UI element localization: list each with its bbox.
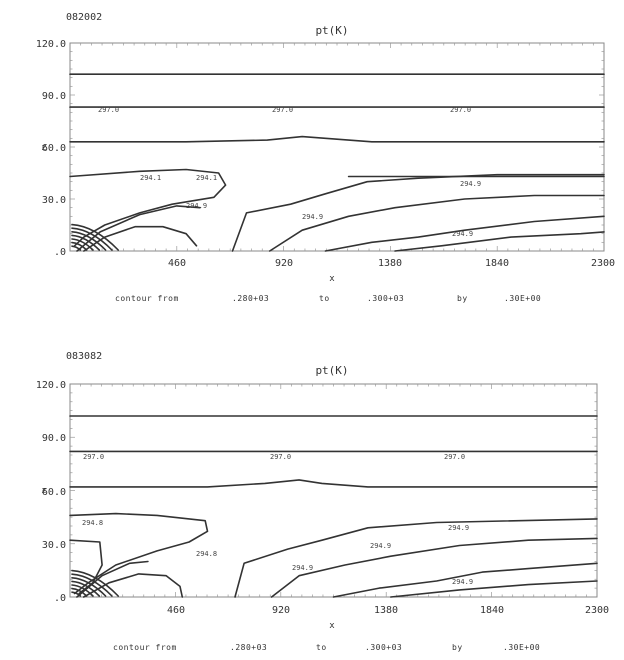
contour-line bbox=[234, 518, 598, 598]
contour-label: 297.0 bbox=[444, 453, 465, 461]
contour-lines bbox=[69, 73, 605, 252]
contour-line bbox=[71, 591, 82, 597]
contour-line bbox=[71, 241, 88, 251]
contour-panel-top: 082002 pt(K) .0 30.0 60.0 90.0 120.0 z 4… bbox=[36, 12, 615, 303]
footer-from-label: contour from bbox=[113, 643, 177, 652]
contour-line bbox=[69, 168, 227, 247]
contour-line bbox=[71, 231, 107, 251]
run-id-label: 082002 bbox=[66, 12, 102, 23]
chart-title: pt(K) bbox=[315, 24, 348, 37]
footer-to-value: .300+03 bbox=[367, 294, 404, 303]
y-tick-label: 60.0 bbox=[42, 143, 66, 154]
contour-line bbox=[71, 227, 113, 251]
contour-line bbox=[69, 479, 598, 488]
x-axis-label: x bbox=[329, 621, 335, 631]
y-tick-label: 90.0 bbox=[42, 91, 66, 102]
contour-line bbox=[76, 560, 149, 598]
contour-label: 294.1 bbox=[196, 174, 217, 182]
contour-label: 294.8 bbox=[82, 519, 103, 527]
footer-to-value: .300+03 bbox=[365, 643, 402, 652]
x-tick-label: 460 bbox=[168, 258, 186, 269]
contour-label: 294.9 bbox=[448, 524, 469, 532]
x-tick-label: 1840 bbox=[480, 605, 504, 616]
contour-label: 294.9 bbox=[460, 180, 481, 188]
contour-line bbox=[71, 234, 101, 251]
footer-from-label: contour from bbox=[115, 294, 179, 303]
contour-line bbox=[71, 584, 94, 597]
x-tick-label: 2300 bbox=[585, 605, 609, 616]
contour-label: 297.0 bbox=[83, 453, 104, 461]
contour-line bbox=[389, 580, 598, 598]
contour-line bbox=[270, 537, 598, 598]
contour-line bbox=[71, 573, 113, 597]
x-axis-label: x bbox=[329, 274, 335, 284]
y-tick-label: 120.0 bbox=[36, 380, 66, 391]
contour-label: 294.8 bbox=[196, 550, 217, 558]
contour-label: 297.0 bbox=[450, 106, 471, 114]
contour-line bbox=[71, 587, 88, 597]
x-tick-label: 460 bbox=[167, 605, 185, 616]
x-tick-label: 1380 bbox=[374, 605, 398, 616]
footer-to-label: to bbox=[319, 294, 330, 303]
x-tick-label: 2300 bbox=[591, 258, 615, 269]
x-tick-label: 920 bbox=[272, 605, 290, 616]
x-tick-label: 920 bbox=[275, 258, 293, 269]
contour-label: 294.9 bbox=[452, 230, 473, 238]
contour-line bbox=[332, 562, 598, 598]
contour-label: 294.9 bbox=[370, 542, 391, 550]
contour-line bbox=[71, 223, 119, 251]
y-tick-label: 30.0 bbox=[42, 195, 66, 206]
contour-label: 294.1 bbox=[140, 174, 161, 182]
contour-line bbox=[69, 512, 209, 595]
contour-line bbox=[71, 238, 94, 251]
contour-line bbox=[82, 573, 184, 598]
chart-title: pt(K) bbox=[315, 364, 348, 377]
contour-label: 294.9 bbox=[292, 564, 313, 572]
contour-label: 294.9 bbox=[302, 213, 323, 221]
contour-panel-bottom: 083082 pt(K) .0 30.0 60.0 90.0 120.0 z 4… bbox=[36, 351, 609, 652]
footer-by-value: .30E+00 bbox=[504, 294, 541, 303]
footer-from-value: .280+03 bbox=[230, 643, 267, 652]
run-id-label: 083082 bbox=[66, 351, 102, 362]
y-axis-label: z bbox=[41, 143, 46, 153]
contour-line bbox=[231, 173, 605, 252]
contour-line bbox=[71, 569, 119, 597]
y-tick-label: 90.0 bbox=[42, 433, 66, 444]
x-tick-label: 1380 bbox=[378, 258, 402, 269]
contour-label: 297.0 bbox=[270, 453, 291, 461]
contour-label: 294.9 bbox=[186, 202, 207, 210]
footer-from-value: .280+03 bbox=[232, 294, 269, 303]
y-tick-label: .0 bbox=[54, 247, 66, 258]
contour-label: 294.9 bbox=[452, 578, 473, 586]
contour-lines bbox=[69, 415, 598, 598]
minor-ticks bbox=[70, 43, 604, 251]
y-tick-label: 30.0 bbox=[42, 540, 66, 551]
contour-line bbox=[71, 580, 101, 597]
contour-line bbox=[268, 194, 605, 252]
y-tick-label: 120.0 bbox=[36, 39, 66, 50]
contour-label: 297.0 bbox=[272, 106, 293, 114]
contour-line bbox=[69, 135, 605, 143]
y-tick-label: 60.0 bbox=[42, 487, 66, 498]
footer-by-label: by bbox=[457, 294, 468, 303]
contour-line bbox=[83, 225, 198, 252]
contour-line bbox=[71, 245, 82, 251]
x-tick-label: 1840 bbox=[485, 258, 509, 269]
contour-line bbox=[324, 215, 605, 252]
footer-by-value: .30E+00 bbox=[503, 643, 540, 652]
footer-by-label: by bbox=[452, 643, 463, 652]
y-axis-label: z bbox=[41, 486, 46, 496]
contour-label: 297.0 bbox=[98, 106, 119, 114]
contour-line bbox=[394, 231, 605, 252]
contour-line bbox=[71, 577, 107, 597]
y-tick-label: .0 bbox=[54, 593, 66, 604]
footer-to-label: to bbox=[316, 643, 327, 652]
